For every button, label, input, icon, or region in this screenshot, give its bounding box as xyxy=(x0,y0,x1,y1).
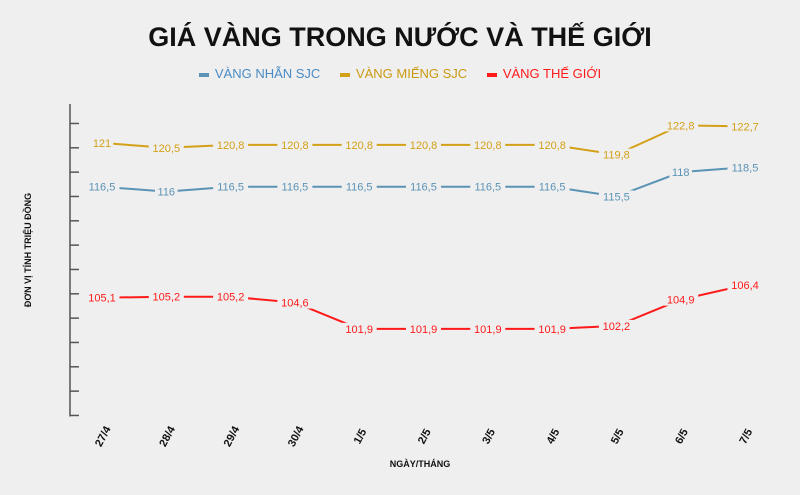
data-label: 116,5 xyxy=(474,182,501,194)
data-label-bg xyxy=(277,180,313,193)
data-label-bg xyxy=(213,180,249,193)
data-label-bg xyxy=(213,138,249,151)
legend-item-nhan: VÀNG NHẪN SJC xyxy=(198,66,321,81)
data-label-bg xyxy=(341,180,377,193)
data-label: 115,5 xyxy=(603,191,630,203)
data-label-bg xyxy=(341,322,377,335)
data-label: 120,8 xyxy=(217,140,245,152)
data-label-bg xyxy=(277,296,313,309)
data-label-bg xyxy=(727,279,763,292)
legend: VÀNG NHẪN SJC VÀNG MIẾNG SJC VÀNG THẾ GI… xyxy=(0,66,800,81)
data-label: 104,9 xyxy=(667,295,695,307)
data-label: 105,2 xyxy=(217,292,245,304)
data-label: 119,8 xyxy=(603,150,630,162)
legend-item-the-gioi: VÀNG THẾ GIỚI xyxy=(486,66,602,81)
data-label: 120,5 xyxy=(153,143,181,155)
data-label-bg xyxy=(598,148,634,161)
data-label-bg xyxy=(669,166,692,179)
data-label-bg xyxy=(470,322,506,335)
x-tick-label: 2/5 xyxy=(416,427,434,446)
data-label-bg xyxy=(84,291,120,304)
data-label-bg xyxy=(534,138,570,151)
data-label: 116,5 xyxy=(282,182,309,194)
data-label: 118 xyxy=(672,167,690,179)
data-label: 116,5 xyxy=(539,182,566,194)
x-tick-label: 3/5 xyxy=(480,427,498,446)
data-label: 105,2 xyxy=(153,292,181,304)
legend-label: VÀNG NHẪN SJC xyxy=(214,66,321,81)
chart-title: GIÁ VÀNG TRONG NƯỚC VÀ THẾ GIỚI xyxy=(148,22,652,52)
data-label: 105,1 xyxy=(88,293,116,305)
data-label-bg xyxy=(598,190,634,203)
x-tick-label: 29/4 xyxy=(222,424,243,449)
series-line-2 xyxy=(101,284,746,330)
data-label-bg xyxy=(84,180,120,193)
data-label: 116 xyxy=(158,187,176,199)
x-tick-label: 6/5 xyxy=(673,427,691,446)
data-label-bg xyxy=(213,290,249,303)
data-label-bg xyxy=(534,180,570,193)
data-label-bg xyxy=(148,141,184,154)
data-label: 101,9 xyxy=(410,324,438,336)
data-label-bg xyxy=(155,185,178,198)
data-label-bg xyxy=(277,138,313,151)
legend-label: VÀNG THẾ GIỚI xyxy=(502,66,602,81)
x-tick-label: 30/4 xyxy=(286,424,307,449)
legend-swatch xyxy=(198,72,209,77)
legend-item-mieng: VÀNG MIẾNG SJC xyxy=(339,66,468,81)
data-label: 101,9 xyxy=(474,324,502,336)
data-label: 120,8 xyxy=(474,140,502,152)
data-label: 101,9 xyxy=(538,324,566,336)
legend-label: VÀNG MIẾNG SJC xyxy=(355,66,468,81)
data-label-bg xyxy=(341,138,377,151)
data-label-bg xyxy=(727,120,763,133)
legend-swatch xyxy=(339,72,350,77)
y-axis-label: ĐƠN VỊ TÍNH TRIỆU ĐỒNG xyxy=(22,193,33,307)
data-label-bg xyxy=(406,138,441,151)
data-label: 120,8 xyxy=(281,140,309,152)
data-label-bg xyxy=(470,180,506,193)
data-label-bg xyxy=(534,322,570,335)
data-label: 122,8 xyxy=(667,120,695,132)
data-label: 106,4 xyxy=(731,280,759,292)
data-label-bg xyxy=(406,322,441,335)
x-tick-label: 1/5 xyxy=(352,427,370,446)
x-tick-label: 4/5 xyxy=(545,427,563,446)
data-label: 101,9 xyxy=(345,324,373,336)
data-label-bg xyxy=(470,138,506,151)
x-tick-label: 7/5 xyxy=(737,427,755,446)
x-axis-label: NGÀY/THÁNG xyxy=(390,459,451,469)
data-label: 120,8 xyxy=(410,140,438,152)
data-label-bg xyxy=(663,119,699,132)
data-label: 116,5 xyxy=(410,182,437,194)
data-label-bg xyxy=(406,180,441,193)
data-label: 118,5 xyxy=(732,162,759,174)
data-label-bg xyxy=(663,293,699,306)
data-label: 102,2 xyxy=(603,321,631,333)
data-label: 120,8 xyxy=(345,140,373,152)
x-tick-label: 5/5 xyxy=(609,427,627,446)
data-label: 122,7 xyxy=(731,121,759,133)
data-label-bg xyxy=(598,319,634,332)
data-label: 116,5 xyxy=(89,182,116,194)
data-label: 120,8 xyxy=(538,140,566,152)
x-tick-label: 28/4 xyxy=(157,424,178,449)
data-label: 116,5 xyxy=(346,182,373,194)
legend-swatch xyxy=(486,72,497,77)
data-label: 104,6 xyxy=(281,298,309,310)
data-label-bg xyxy=(727,161,763,174)
x-tick-label: 27/4 xyxy=(93,424,114,449)
data-label-bg xyxy=(148,290,184,303)
data-label-bg xyxy=(90,136,114,149)
data-label: 121 xyxy=(93,138,111,150)
data-label: 116,5 xyxy=(217,182,244,194)
